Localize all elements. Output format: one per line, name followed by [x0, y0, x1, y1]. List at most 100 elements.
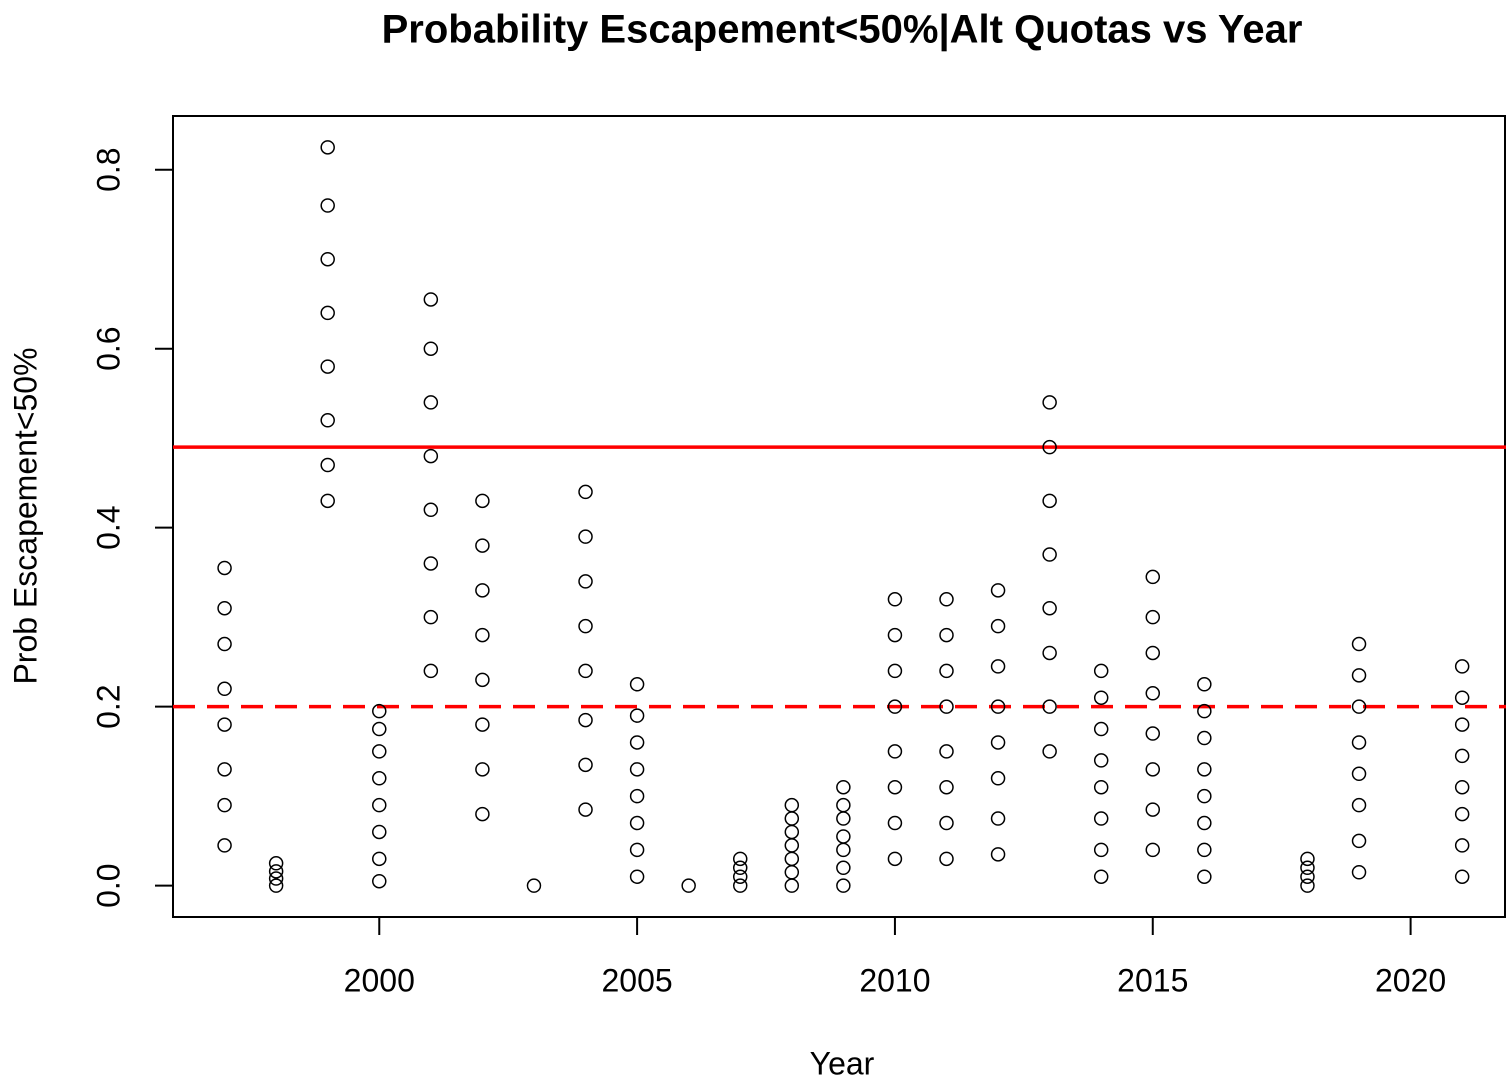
point	[1197, 815, 1212, 831]
point	[1145, 645, 1161, 661]
point	[1300, 851, 1315, 867]
point	[1454, 717, 1470, 732]
point	[1145, 686, 1161, 701]
point	[217, 600, 232, 616]
point	[887, 851, 903, 867]
point	[320, 251, 335, 267]
point	[268, 871, 284, 886]
point	[629, 815, 645, 831]
point	[836, 829, 851, 844]
point	[1351, 797, 1367, 813]
point	[784, 865, 800, 880]
point	[1454, 659, 1470, 674]
point	[372, 771, 387, 786]
point	[990, 659, 1006, 674]
point	[784, 811, 800, 826]
point	[629, 708, 645, 723]
point	[887, 744, 903, 759]
point	[1145, 762, 1161, 777]
point	[1145, 726, 1161, 741]
point	[1093, 753, 1109, 768]
point	[939, 663, 954, 679]
y-tick-label: 0.2	[90, 684, 126, 728]
point	[939, 699, 954, 714]
point	[1300, 878, 1315, 893]
point	[320, 305, 335, 321]
point	[1197, 730, 1212, 746]
point	[939, 815, 954, 831]
point	[1197, 788, 1212, 804]
point	[1197, 677, 1212, 692]
x-tick-label: 2000	[344, 962, 415, 998]
point	[372, 873, 387, 889]
point	[1197, 869, 1212, 884]
point	[939, 851, 954, 867]
point	[1042, 744, 1057, 759]
point	[1351, 865, 1367, 880]
point	[1042, 547, 1057, 562]
point	[578, 663, 593, 679]
point	[475, 583, 490, 598]
point	[732, 869, 748, 884]
point	[1454, 748, 1470, 764]
point	[629, 869, 645, 884]
point	[578, 484, 593, 500]
point	[784, 824, 800, 840]
point	[578, 757, 593, 773]
point	[320, 198, 335, 213]
point	[217, 717, 232, 732]
point	[1300, 860, 1315, 876]
point	[320, 413, 335, 428]
point	[268, 856, 284, 871]
point	[423, 556, 439, 571]
point	[320, 493, 335, 509]
point	[629, 788, 645, 804]
point	[1351, 833, 1367, 849]
point	[990, 699, 1006, 714]
point	[1093, 690, 1109, 705]
point	[1351, 668, 1367, 683]
point	[1093, 721, 1109, 737]
point	[372, 797, 387, 813]
point	[1145, 842, 1161, 858]
point	[1454, 806, 1470, 822]
point	[887, 627, 903, 643]
point	[836, 878, 851, 893]
point	[784, 838, 800, 853]
point	[1197, 762, 1212, 777]
point	[423, 663, 439, 679]
point	[1351, 699, 1367, 714]
point	[1145, 802, 1161, 817]
point	[217, 762, 232, 777]
point	[1351, 636, 1367, 652]
point	[1042, 600, 1057, 616]
point	[1093, 663, 1109, 679]
point	[372, 744, 387, 759]
point	[320, 140, 335, 155]
point	[372, 721, 387, 737]
point	[1454, 838, 1470, 853]
point	[1145, 569, 1161, 585]
point	[320, 359, 335, 374]
point	[475, 762, 490, 777]
point	[939, 744, 954, 759]
point	[475, 538, 490, 553]
point	[1042, 439, 1057, 455]
point	[578, 618, 593, 634]
point	[475, 672, 490, 688]
point	[629, 842, 645, 858]
point	[939, 592, 954, 607]
x-tick-label: 2015	[1117, 962, 1188, 998]
point	[887, 592, 903, 607]
point	[423, 502, 439, 518]
y-tick-label: 0.6	[90, 326, 126, 370]
point	[990, 618, 1006, 634]
point	[1454, 779, 1470, 795]
point	[836, 842, 851, 858]
point	[939, 627, 954, 643]
x-tick-label: 2010	[859, 962, 930, 998]
point	[475, 717, 490, 732]
point	[372, 851, 387, 867]
x-axis-label: Year	[810, 1045, 875, 1081]
y-tick-label: 0.0	[90, 863, 126, 907]
